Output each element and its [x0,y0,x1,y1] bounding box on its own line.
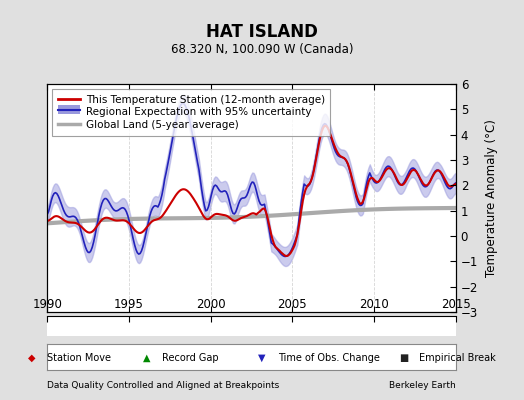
Text: ◆: ◆ [28,353,35,363]
Text: Record Gap: Record Gap [162,353,219,363]
Text: Data Quality Controlled and Aligned at Breakpoints: Data Quality Controlled and Aligned at B… [47,381,279,390]
Text: Berkeley Earth: Berkeley Earth [389,381,456,390]
Legend: This Temperature Station (12-month average), Regional Expectation with 95% uncer: This Temperature Station (12-month avera… [52,89,330,136]
Y-axis label: Temperature Anomaly (°C): Temperature Anomaly (°C) [485,119,498,277]
Text: Time of Obs. Change: Time of Obs. Change [278,353,379,363]
Text: ■: ■ [399,353,408,363]
Text: Station Move: Station Move [47,353,111,363]
Text: 68.320 N, 100.090 W (Canada): 68.320 N, 100.090 W (Canada) [171,44,353,56]
Text: HAT ISLAND: HAT ISLAND [206,23,318,41]
Text: ▲: ▲ [143,353,150,363]
Text: Empirical Break: Empirical Break [419,353,496,363]
Text: ▼: ▼ [258,353,266,363]
